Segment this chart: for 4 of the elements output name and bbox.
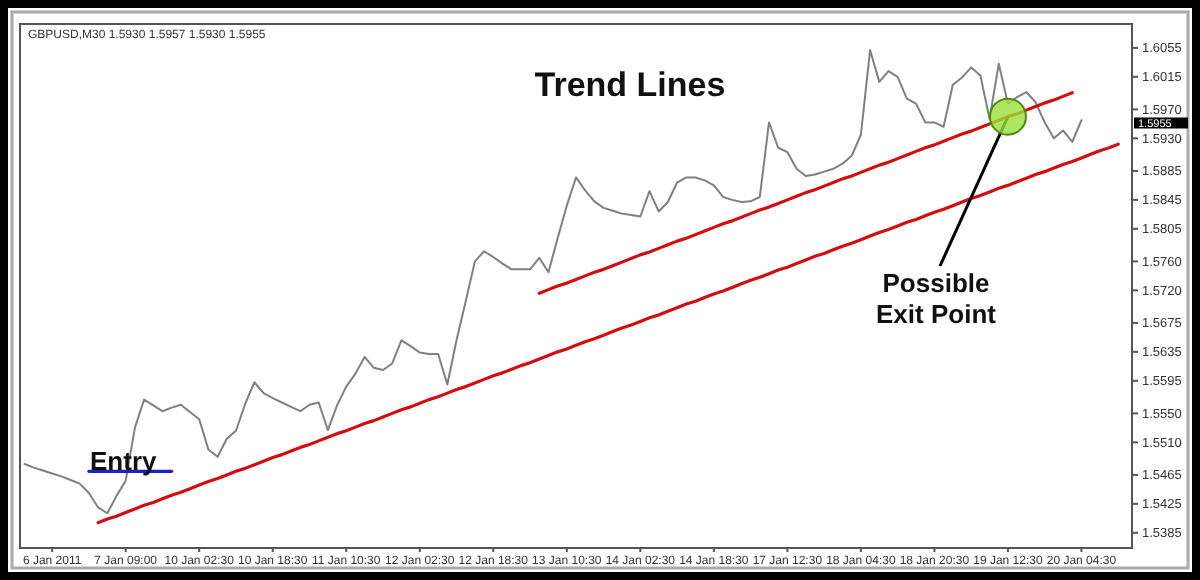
line-series xyxy=(23,49,1083,515)
annotation: Possible Exit Point xyxy=(876,268,998,330)
text: Trend Lines xyxy=(534,66,726,104)
annotation: Entry xyxy=(90,446,158,476)
